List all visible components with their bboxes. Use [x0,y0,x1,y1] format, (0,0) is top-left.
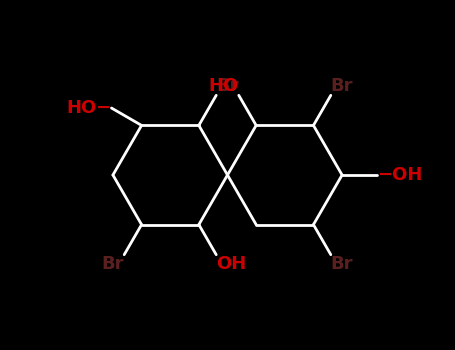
Text: −OH: −OH [377,166,422,184]
Text: OH: OH [216,255,247,273]
Text: Br: Br [331,77,353,95]
Text: Br: Br [216,77,239,95]
Text: Br: Br [102,255,124,273]
Text: Br: Br [331,255,353,273]
Text: HO−: HO− [66,99,111,117]
Text: HO: HO [208,77,239,95]
